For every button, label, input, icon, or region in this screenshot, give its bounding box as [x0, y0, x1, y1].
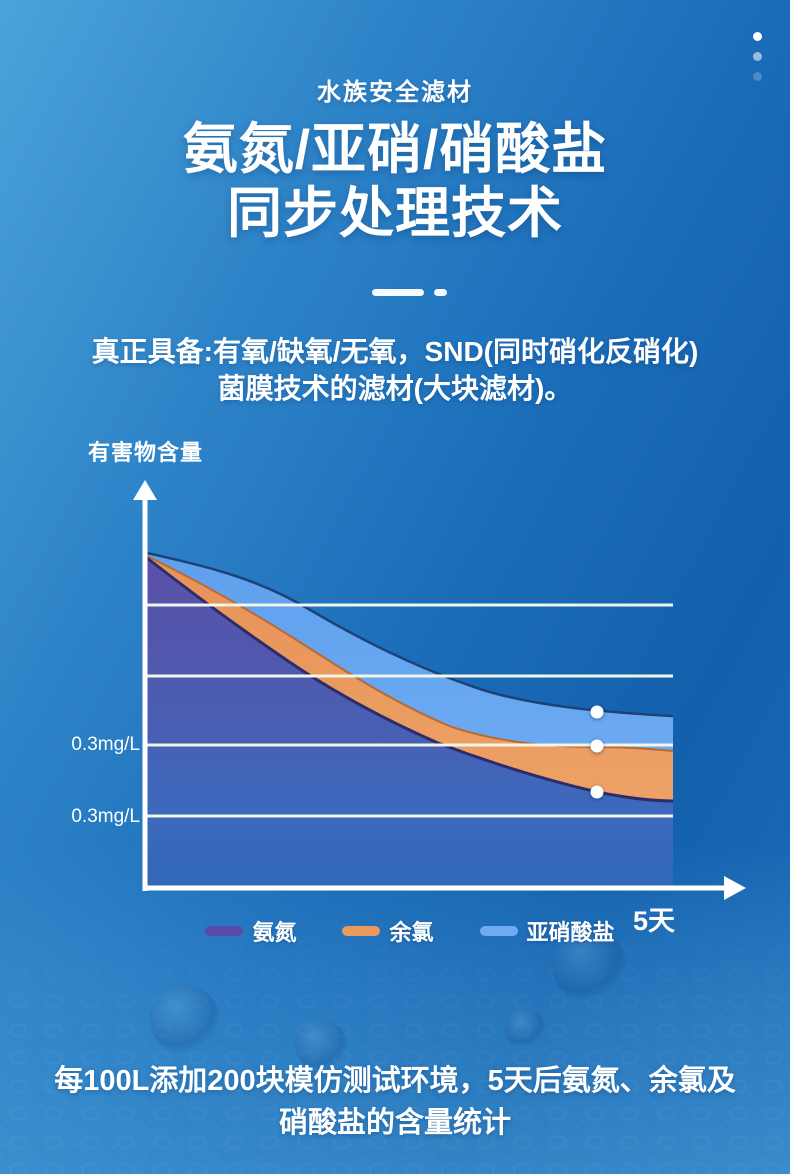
vertical-dots-icon — [753, 32, 762, 92]
description-line2: 菌膜技术的滤材(大块滤材)。 — [217, 372, 573, 404]
marker-dot-nitrite — [590, 705, 604, 719]
y-axis — [133, 480, 157, 891]
test-note: 每100L添加200块模仿测试环境，5天后氨氮、余氯及 硝酸盐的含量统计 — [0, 1060, 790, 1144]
dot-icon — [753, 32, 762, 41]
dot-icon — [753, 52, 762, 61]
dot-icon — [753, 72, 762, 81]
title-divider — [14, 289, 790, 296]
x-axis — [143, 876, 746, 900]
description-line1: 真正具备:有氧/缺氧/无氧，SND(同时硝化反硝化) — [91, 336, 699, 367]
area-chart — [133, 480, 746, 900]
divider-dot — [433, 289, 447, 296]
legend-swatch — [479, 926, 518, 936]
y-tick-label-2: 0.3mg/L — [71, 806, 140, 827]
divider-bar — [371, 289, 424, 296]
legend-item-nitrite: 亚硝酸盐 — [479, 915, 615, 947]
page-title-line2: 同步处理技术 — [226, 181, 563, 244]
gridlines — [143, 603, 673, 818]
y-tick-label-1: 0.3mg/L — [71, 734, 140, 755]
test-note-line1: 每100L添加200块模仿测试环境，5天后氨氮、余氯及 — [54, 1065, 736, 1097]
page-title-line1: 氨氮/亚硝/硝酸盐 — [182, 118, 608, 180]
description-text: 真正具备:有氧/缺氧/无氧，SND(同时硝化反硝化) 菌膜技术的滤材(大块滤材)… — [0, 334, 790, 408]
y-axis-arrow-icon — [133, 480, 157, 500]
marker-dot-chlorine — [590, 739, 604, 753]
bubble-decoration — [150, 985, 220, 1055]
marker-dot-ammonia — [590, 785, 604, 799]
x-axis-arrow-icon — [724, 876, 746, 900]
page-title: 氨氮/亚硝/硝酸盐 同步处理技术 — [0, 118, 790, 246]
chart-legend: 氨氮 余氯 亚硝酸盐 — [0, 915, 790, 947]
legend-item-ammonia: 氨氮 — [205, 915, 296, 947]
legend-item-chlorine: 余氯 — [342, 915, 434, 947]
legend-swatch — [205, 926, 244, 936]
bubble-decoration — [505, 1008, 545, 1048]
legend-label: 余氯 — [389, 920, 434, 945]
legend-swatch — [342, 926, 381, 936]
y-axis-title: 有害物含量 — [88, 440, 204, 465]
x-axis-label: 5天 — [633, 906, 676, 936]
kicker-label: 水族安全滤材 — [317, 79, 473, 106]
day5-markers — [590, 705, 604, 799]
legend-label: 亚硝酸盐 — [526, 920, 615, 945]
legend-label: 氨氮 — [252, 920, 297, 945]
test-note-line2: 硝酸盐的含量统计 — [278, 1107, 511, 1140]
